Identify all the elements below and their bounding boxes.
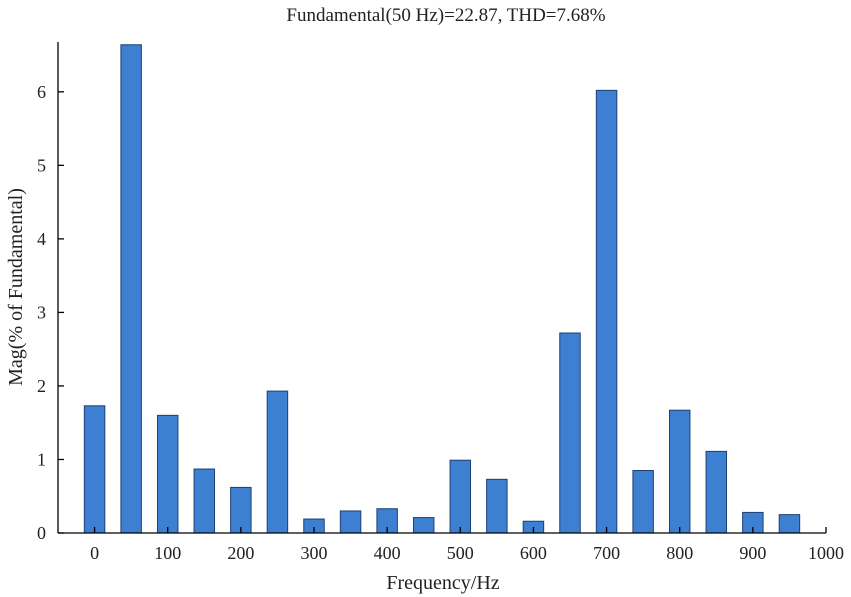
- bar-150hz: [193, 468, 216, 534]
- y-tick-label-5: 5: [37, 155, 46, 175]
- y-tick-label-3: 3: [37, 302, 46, 322]
- y-tick-label-4: 4: [37, 229, 46, 249]
- y-tick-label-2: 2: [37, 376, 46, 396]
- x-tick-label-500: 500: [447, 543, 474, 563]
- bar-350hz: [339, 510, 362, 534]
- bar-100hz: [156, 414, 179, 534]
- x-tick-label-700: 700: [593, 543, 620, 563]
- y-axis-label: Mag(% of Fundamental): [5, 188, 27, 386]
- bars-group: [83, 44, 801, 534]
- bar-750hz: [632, 470, 654, 534]
- x-tick-label-800: 800: [666, 543, 693, 563]
- bar-850hz: [705, 450, 728, 534]
- x-tick-label-300: 300: [301, 543, 328, 563]
- x-tick-label-100: 100: [154, 543, 181, 563]
- bar-50hz: [120, 44, 142, 534]
- bar-200hz: [230, 486, 252, 534]
- y-tick-label-1: 1: [37, 449, 46, 469]
- x-axis-ticks: 0 100 200 300 400 500 600 700 800 900 1000: [90, 527, 844, 563]
- x-tick-label-200: 200: [227, 543, 254, 563]
- bar-250hz: [266, 390, 289, 534]
- x-tick-label-1000: 1000: [808, 543, 844, 563]
- y-axis-ticks: 0 1 2 3 4 5 6: [37, 82, 64, 543]
- bar-950hz: [778, 514, 801, 534]
- bar-500hz: [449, 459, 472, 534]
- bar-450hz: [412, 517, 435, 534]
- x-tick-label-400: 400: [374, 543, 401, 563]
- bar-800hz: [668, 409, 691, 534]
- chart-title: Fundamental(50 Hz)=22.87, THD=7.68%: [286, 5, 605, 26]
- bar-650hz: [559, 332, 581, 534]
- bar-700hz: [595, 89, 618, 534]
- bar-0hz: [83, 405, 106, 534]
- x-tick-label-0: 0: [90, 543, 99, 563]
- x-tick-label-600: 600: [520, 543, 547, 563]
- bar-550hz: [486, 478, 508, 534]
- x-axis-label: Frequency/Hz: [386, 572, 499, 594]
- y-tick-label-0: 0: [37, 523, 46, 543]
- x-tick-label-900: 900: [739, 543, 766, 563]
- y-tick-label-6: 6: [37, 82, 46, 102]
